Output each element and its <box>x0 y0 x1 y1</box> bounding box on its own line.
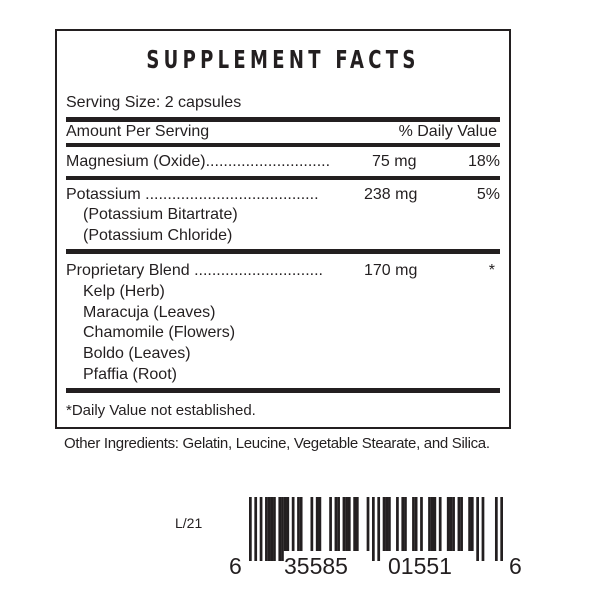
barcode-bar <box>353 497 357 551</box>
barcode-bar <box>355 497 359 551</box>
barcode-bar <box>337 497 340 551</box>
barcode-bar <box>270 497 274 561</box>
barcode-bar <box>438 497 442 551</box>
barcode-bar <box>433 497 437 551</box>
nutrient-dv: 5% <box>476 186 500 203</box>
barcode-bar <box>414 497 418 551</box>
barcode-bar <box>265 497 268 561</box>
barcode-bar <box>254 497 258 561</box>
divider <box>66 117 500 122</box>
barcode-bar <box>401 497 405 551</box>
barcode-bar <box>315 497 319 551</box>
amount-header: Amount Per Serving <box>66 123 210 140</box>
barcode-bar <box>449 497 453 551</box>
sub-ingredient: Maracuja (Leaves) <box>83 304 216 321</box>
nutrient-name: Potassium ..............................… <box>66 186 319 203</box>
barcode-bar <box>347 497 351 551</box>
barcode-bar <box>446 497 450 551</box>
barcode-bar <box>342 497 346 551</box>
barcode-bar <box>470 497 474 551</box>
nutrient-amount: 75 mg <box>372 153 417 170</box>
barcode-bar <box>500 497 503 561</box>
barcode-bar <box>329 497 332 551</box>
nutrient-amount: 238 mg <box>364 186 418 203</box>
nutrient-amount: 170 mg <box>364 262 418 279</box>
other-ingredients: Other Ingredients: Gelatin, Leucine, Veg… <box>64 435 490 452</box>
sub-ingredient: Boldo (Leaves) <box>83 345 191 362</box>
barcode-bar <box>404 497 407 551</box>
barcode-digit: 6 <box>229 553 242 579</box>
serving-size: Serving Size: 2 capsules <box>66 94 242 111</box>
nutrient-dv: 18% <box>467 153 500 170</box>
sub-ingredient: Kelp (Herb) <box>83 283 165 300</box>
barcode-digit: 6 <box>509 553 522 579</box>
barcode-bar <box>476 497 479 561</box>
barcode-bar <box>377 497 381 561</box>
barcode-bar <box>430 497 434 551</box>
barcode-bar <box>310 497 314 551</box>
barcode-bar <box>278 497 282 561</box>
divider <box>66 143 500 147</box>
divider <box>66 388 500 393</box>
lot-number: L/21 <box>175 515 203 531</box>
barcode-bar <box>457 497 461 551</box>
barcode-bar <box>267 497 271 561</box>
barcode-bar <box>345 497 348 551</box>
barcode-bar <box>382 497 386 551</box>
barcode-bar <box>283 497 287 551</box>
dv-header: % Daily Value <box>398 123 497 140</box>
sub-ingredient: Chamomile (Flowers) <box>83 324 236 341</box>
barcode-bar <box>468 497 471 551</box>
barcode-digits: 35585 <box>284 553 348 579</box>
sub-ingredient: (Potassium Chloride) <box>83 227 233 244</box>
barcode-bar <box>281 497 284 561</box>
sub-ingredient: (Potassium Bitartrate) <box>83 206 238 223</box>
nutrient-dv: * <box>488 262 495 279</box>
barcode-bar <box>286 497 290 551</box>
barcode-bar <box>273 497 276 561</box>
barcode-bar <box>334 497 338 551</box>
barcode-bar <box>299 497 303 551</box>
divider <box>66 249 500 254</box>
barcode-bar <box>481 497 485 561</box>
barcode-bar <box>412 497 415 551</box>
barcode-bar <box>318 497 322 551</box>
barcode-bar <box>420 497 423 551</box>
barcode-bar <box>428 497 431 551</box>
barcode-bar <box>371 497 375 561</box>
barcode-digits: 01551 <box>388 553 452 579</box>
sub-ingredient: Pfaffia (Root) <box>83 366 177 383</box>
divider <box>66 176 500 180</box>
barcode-bar <box>385 497 389 551</box>
barcode-bar <box>396 497 399 551</box>
barcode <box>249 497 503 561</box>
barcode-bar <box>366 497 370 551</box>
barcode-bar <box>388 497 391 551</box>
barcode-bar <box>460 497 463 551</box>
barcode-bar <box>452 497 455 551</box>
nutrient-name: Proprietary Blend ......................… <box>66 262 323 279</box>
footnote: *Daily Value not established. <box>66 402 256 419</box>
barcode-bar <box>297 497 300 551</box>
supplement-facts-panel: SUPPLEMENT FACTS Serving Size: 2 capsule… <box>55 29 511 429</box>
barcode-bar <box>291 497 295 551</box>
barcode-bar <box>249 497 252 561</box>
nutrient-name: Magnesium (Oxide).......................… <box>66 153 331 170</box>
panel-title: SUPPLEMENT FACTS <box>146 45 420 74</box>
barcode-bar <box>259 497 263 561</box>
barcode-bar <box>494 497 498 561</box>
